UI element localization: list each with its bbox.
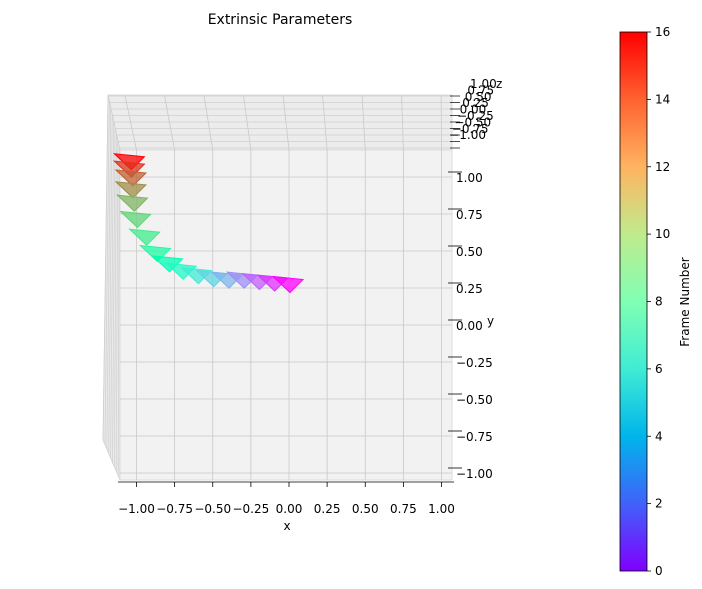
camera-frame-edge-2 — [242, 273, 260, 290]
y-tick-label-3: 0.25 — [456, 282, 483, 296]
colorbar-tick-label-5: 10 — [655, 227, 670, 241]
depth-line-x-6 — [361, 95, 366, 151]
x-tick-label-7: 0.75 — [390, 502, 417, 516]
x-tick-label-2: −0.50 — [194, 502, 231, 516]
camera-frames — [112, 153, 305, 294]
camera-frame-edge-4 — [211, 271, 230, 289]
colorbar-tick-label-4: 8 — [655, 295, 663, 309]
camera-frame-edge-0 — [272, 276, 291, 293]
z-tick-label-3: 0.25 — [462, 96, 489, 110]
side-line-z-7 — [115, 141, 119, 472]
colorbar-tick-label-0: 0 — [655, 564, 663, 578]
z-tick-label-6: −0.50 — [454, 115, 491, 129]
colorbar-tick-label-1: 2 — [655, 497, 663, 511]
colorbar-label: Frame Number — [678, 257, 692, 346]
y-axis-label: y — [487, 314, 494, 328]
y-tick-label-6: −0.50 — [456, 393, 493, 407]
y-tick-label-0: 1.00 — [456, 171, 483, 185]
colorbar-tick-label-8: 16 — [655, 25, 670, 39]
z-tick-label-1: 0.75 — [467, 83, 494, 97]
camera-frame-edge-10 — [129, 228, 147, 246]
depth-line-x-1 — [164, 95, 176, 151]
colorbar-ticks: 0 2 4 6 8 10 12 14 16 — [647, 25, 670, 578]
y-tick-label-8: −1.00 — [456, 467, 493, 481]
z-tick-label-2: 0.50 — [465, 90, 492, 104]
colorbar-tick-label-3: 6 — [655, 362, 663, 376]
camera-frame-edge-1 — [257, 274, 276, 292]
camera-frame-edge-3 — [226, 271, 245, 289]
x-tick-label-8: 1.00 — [428, 502, 455, 516]
camera-frame-edge-12 — [117, 194, 135, 212]
z-tick-label-5: −0.25 — [457, 109, 494, 123]
y-tick-label-4: 0.00 — [456, 319, 483, 333]
y-axis-ticks: 1.00 0.75 0.50 0.25 0.00 −0.25 −0.50 −0.75 −1.00 — [448, 171, 493, 481]
camera-frame-edge-5 — [196, 270, 215, 287]
colorbar-tick-label-6: 12 — [655, 160, 670, 174]
depth-line-x-5 — [322, 95, 328, 151]
x-axis-label: x — [283, 519, 290, 533]
x-tick-label-5: 0.25 — [314, 502, 341, 516]
depth-lines — [102, 95, 452, 477]
chart-title: Extrinsic Parameters — [208, 12, 353, 28]
side-line-z-4 — [110, 121, 114, 459]
x-axis-ticks: −1.00 −0.75 −0.50 −0.25 0.00 0.25 0.50 0.75 1.00 — [118, 481, 455, 516]
z-tick-label-7: −0.75 — [452, 122, 489, 136]
colorbar-tick-label-2: 4 — [655, 429, 663, 443]
camera-frame-edge-13 — [115, 181, 134, 199]
y-tick-label-7: −0.75 — [456, 430, 493, 444]
z-axis-ticks: 1.000.750.500.250.00−0.25−0.50−0.75−1.00 — [449, 77, 497, 149]
depth-line-x-0 — [124, 95, 137, 151]
depth-line-x-4 — [282, 95, 290, 151]
z-axis-label: z — [496, 77, 502, 91]
grid-lines — [120, 150, 452, 480]
side-line-z-8 — [117, 147, 120, 477]
x-tick-label-0: −1.00 — [118, 502, 155, 516]
camera-frame-edge-11 — [120, 211, 138, 228]
colorbar-gradient — [619, 31, 648, 572]
side-line-z-3 — [108, 115, 113, 454]
front-pane — [119, 149, 453, 481]
colorbar: 0 2 4 6 8 10 12 14 16 Frame Number — [619, 25, 692, 578]
camera-frame-edge-7 — [165, 262, 184, 280]
side-line-z-0 — [102, 95, 109, 441]
camera-frame-edge-8 — [152, 255, 170, 273]
x-tick-label-3: −0.25 — [232, 502, 269, 516]
depth-line-x-3 — [243, 95, 252, 151]
camera-frame-edge-9 — [140, 245, 158, 262]
z-tick-label-8: −1.00 — [449, 128, 486, 142]
side-line-z-1 — [104, 102, 110, 445]
x-tick-label-4: 0.00 — [276, 502, 303, 516]
depth-line-x-7 — [401, 95, 404, 151]
side-line-z-2 — [106, 108, 112, 450]
camera-frame-edge-6 — [181, 267, 199, 284]
z-tick-label-4: 0.00 — [460, 103, 487, 117]
z-tick-label-0: 1.00 — [470, 77, 497, 91]
y-tick-label-2: 0.50 — [456, 245, 483, 259]
colorbar-tick-label-7: 14 — [655, 92, 670, 106]
x-tick-label-1: −0.75 — [156, 502, 193, 516]
side-line-z-5 — [112, 128, 116, 463]
side-line-z-6 — [114, 134, 117, 468]
y-tick-label-5: −0.25 — [456, 356, 493, 370]
x-tick-label-6: 0.50 — [352, 502, 379, 516]
y-tick-label-1: 0.75 — [456, 208, 483, 222]
depth-line-x-2 — [203, 95, 214, 151]
